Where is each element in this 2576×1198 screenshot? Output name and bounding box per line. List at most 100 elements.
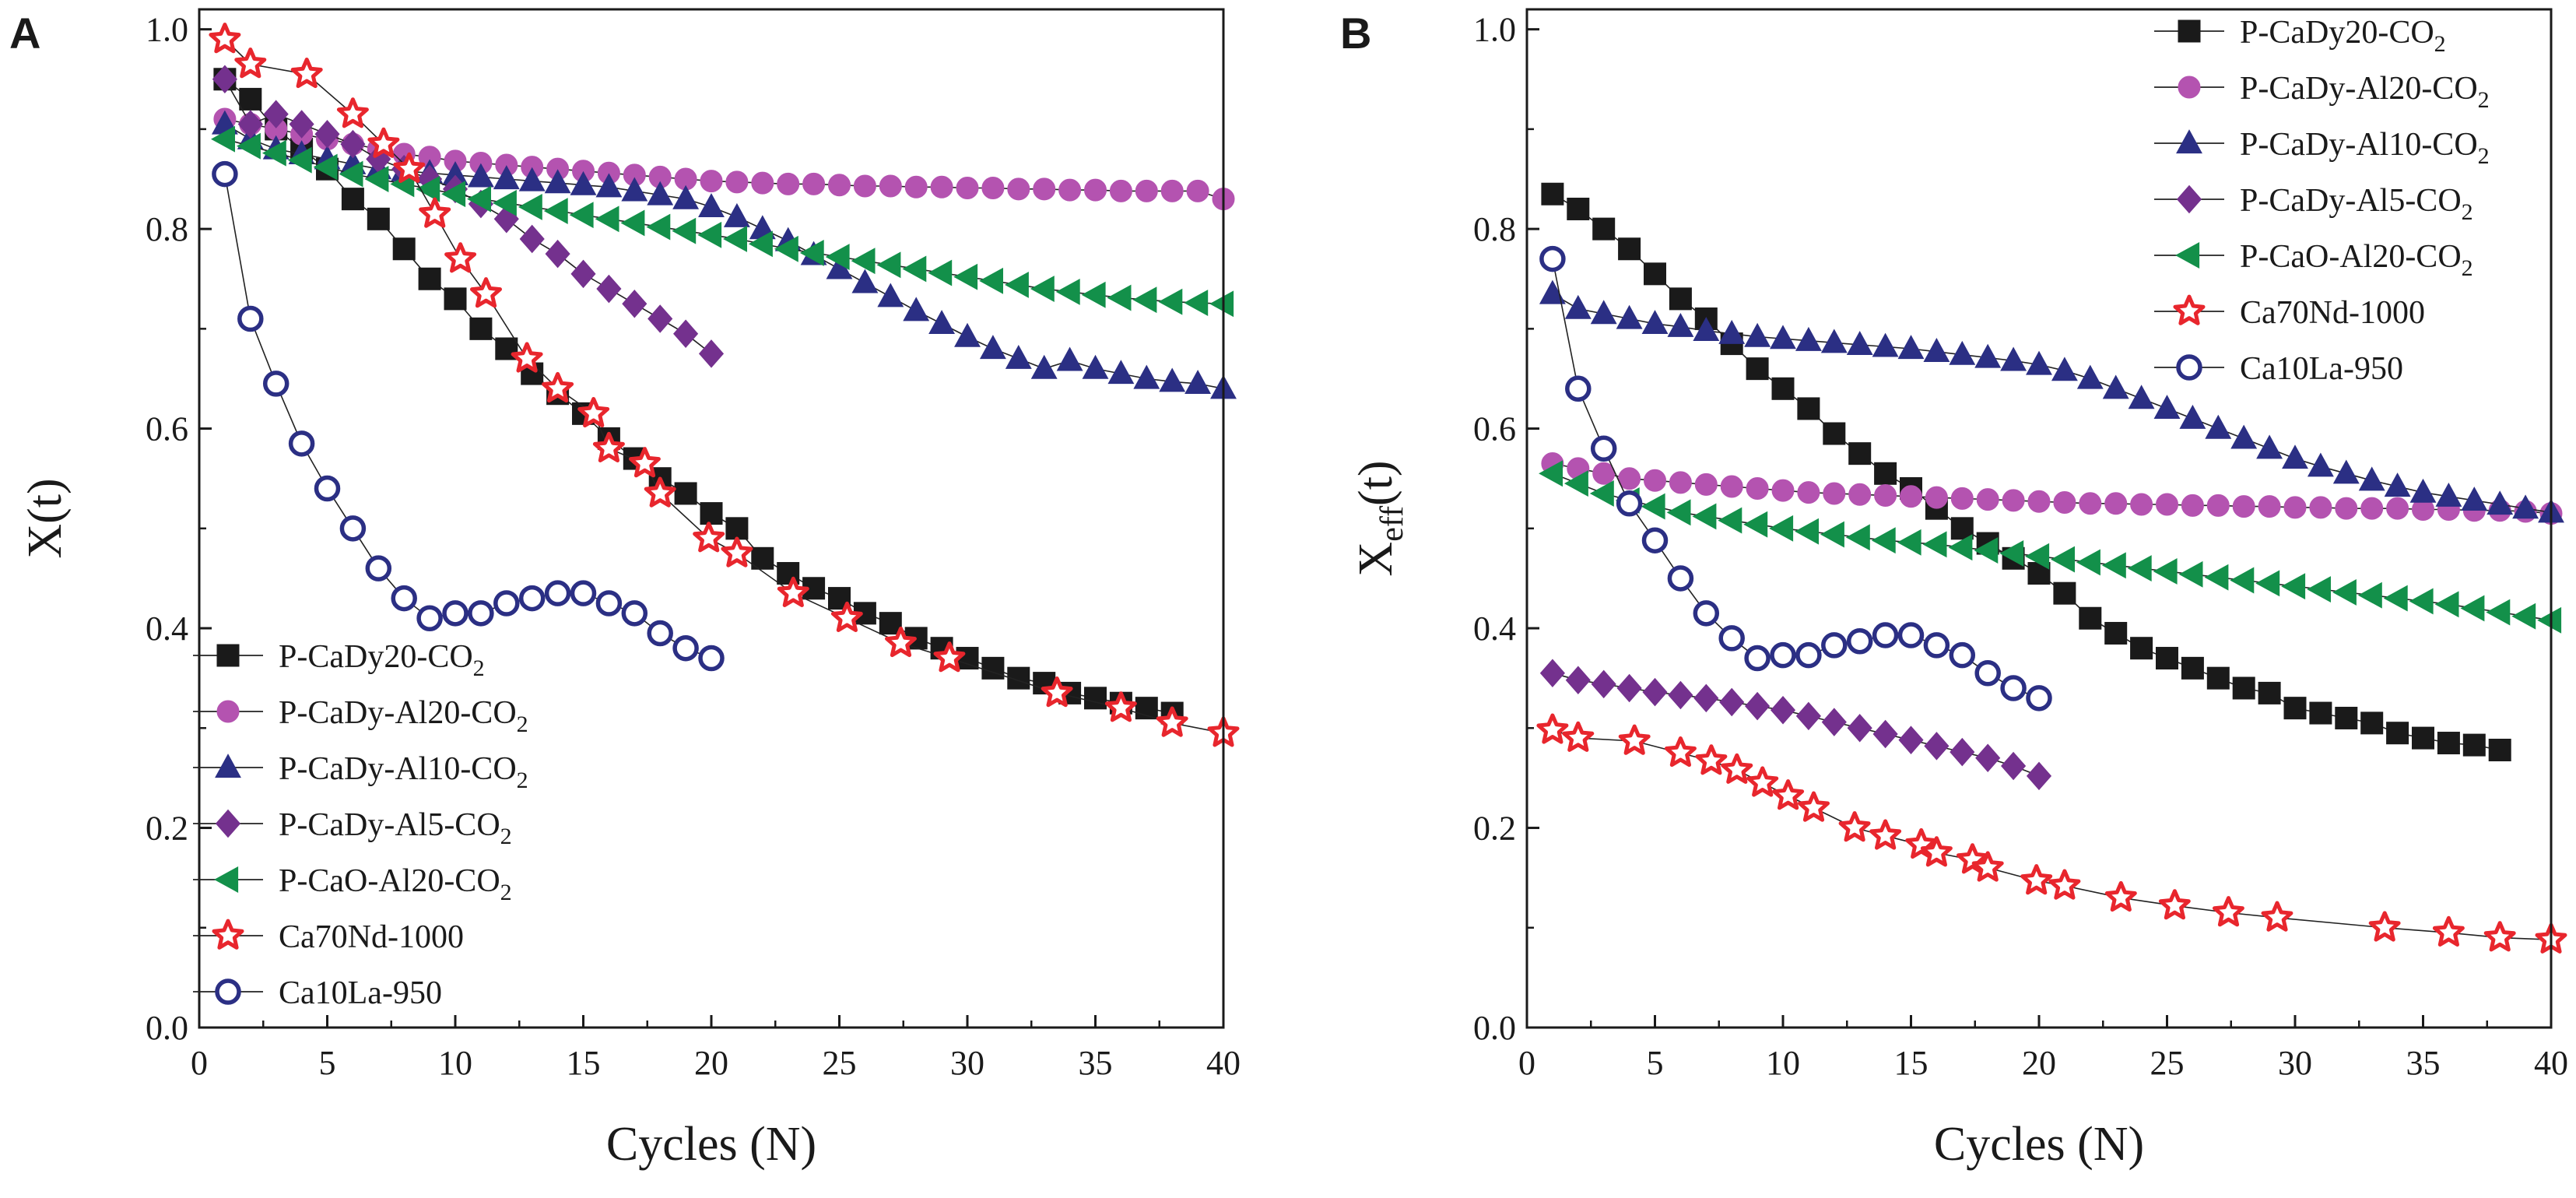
x-tick-label: 0 — [1518, 1044, 1535, 1082]
data-point — [1004, 271, 1029, 298]
data-point — [928, 259, 953, 286]
legend-label: P-CaDy20-CO2 — [279, 639, 485, 681]
data-point — [467, 185, 491, 213]
data-point — [1848, 442, 1872, 465]
data-point — [2002, 489, 2025, 512]
x-tick-label: 5 — [1647, 1044, 1664, 1082]
data-point — [544, 580, 571, 606]
data-point — [1693, 600, 1720, 627]
legend-marker — [214, 866, 239, 893]
data-point — [261, 139, 286, 167]
data-point — [543, 198, 568, 224]
data-point — [493, 590, 520, 617]
data-point — [2409, 588, 2434, 615]
data-point — [2026, 685, 2052, 711]
data-point — [1720, 475, 1743, 498]
data-point — [700, 502, 723, 525]
data-point — [1644, 262, 1666, 286]
data-point — [596, 274, 622, 304]
data-point — [542, 371, 574, 403]
data-point — [1769, 515, 1794, 542]
data-point — [1565, 375, 1592, 402]
data-point — [1897, 529, 1921, 556]
legend-item: P-CaO-Al20-CO2 — [2154, 239, 2473, 281]
data-point — [2051, 357, 2078, 381]
data-point — [2128, 385, 2155, 409]
data-point — [1872, 719, 1898, 749]
series-ca10la-950 — [212, 160, 725, 672]
data-point — [1718, 319, 1746, 344]
legend-label: Ca70Nd-1000 — [279, 919, 464, 955]
data-point — [904, 175, 928, 198]
data-point — [1795, 326, 1822, 351]
data-point — [1798, 791, 1830, 822]
data-point — [979, 267, 1003, 294]
data-point — [211, 125, 235, 153]
data-point — [1669, 287, 1692, 311]
data-point — [1007, 666, 1030, 690]
data-point — [1084, 178, 1107, 202]
data-point — [2437, 732, 2460, 755]
data-point — [693, 522, 725, 553]
data-point — [570, 580, 597, 606]
data-point — [340, 129, 366, 159]
data-point — [365, 555, 392, 581]
data-point — [981, 177, 1005, 200]
data-point — [621, 600, 648, 627]
data-point — [1745, 691, 1771, 721]
data-point — [518, 167, 546, 191]
y-tick-label: 1.0 — [1473, 11, 1516, 49]
data-point — [2158, 889, 2191, 920]
data-point — [570, 170, 597, 195]
data-point — [1718, 625, 1745, 652]
data-point — [723, 225, 747, 252]
data-point — [367, 127, 400, 158]
series-p-cady-al20-co2 — [213, 107, 1235, 211]
data-point — [237, 305, 264, 332]
series-line — [224, 79, 1173, 714]
data-point — [2435, 482, 2462, 507]
legend-marker — [216, 700, 240, 723]
y-tick-label: 0.2 — [146, 810, 188, 848]
data-point — [2335, 497, 2358, 520]
data-point — [698, 645, 725, 672]
data-point — [2386, 497, 2409, 520]
panel-b: B 0 5 10 15 20 25 30 35 40 0.0 0.2 0.4 0.6 0.8 1.0 Cycle… — [1340, 8, 2568, 1171]
data-point — [339, 160, 363, 188]
data-point — [2153, 558, 2178, 585]
data-point — [1920, 836, 1953, 867]
data-point — [570, 259, 596, 289]
data-point — [314, 475, 341, 502]
legend-marker — [2176, 129, 2202, 154]
data-point — [2307, 452, 2334, 477]
data-point — [1641, 310, 1669, 335]
data-point — [1974, 343, 2002, 368]
data-point — [1563, 470, 1588, 497]
data-point — [1823, 422, 1846, 445]
data-point — [1030, 276, 1055, 303]
data-point — [545, 239, 570, 269]
data-point — [2384, 473, 2411, 497]
legend-label: P-CaDy-Al5-CO2 — [279, 807, 512, 849]
data-point — [1744, 645, 1771, 672]
data-point — [1719, 687, 1745, 717]
data-point — [518, 585, 546, 612]
x-tick-label: 40 — [2534, 1044, 2568, 1082]
data-point — [2409, 478, 2437, 503]
data-point — [1694, 473, 1718, 496]
data-point — [2102, 374, 2129, 399]
data-point — [1695, 744, 1728, 775]
data-point — [2232, 495, 2255, 518]
data-point — [953, 263, 978, 290]
series-ca70nd-1000 — [209, 23, 1240, 747]
data-point — [392, 237, 416, 261]
data-point — [2386, 722, 2409, 745]
data-point — [1107, 284, 1132, 311]
data-point — [1746, 357, 1769, 381]
legend: P-CaDy20-CO2 P-CaDy-Al20-CO2 P-CaDy-Al10-C… — [193, 639, 528, 1011]
data-point — [364, 166, 389, 192]
data-point — [723, 202, 750, 227]
x-tick-label: 35 — [2406, 1044, 2441, 1082]
data-point — [981, 656, 1005, 680]
data-point — [1158, 288, 1183, 315]
